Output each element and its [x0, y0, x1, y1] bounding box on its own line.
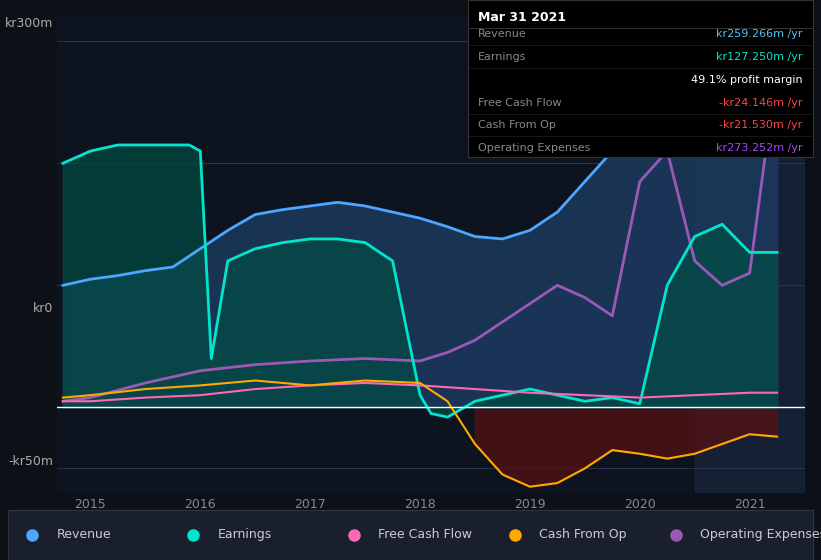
Text: Cash From Op: Cash From Op	[479, 120, 556, 130]
Text: Earnings: Earnings	[479, 52, 527, 62]
Bar	[695, 17, 805, 493]
Text: kr273.252m /yr: kr273.252m /yr	[716, 143, 802, 153]
Text: Mar 31 2021: Mar 31 2021	[479, 11, 566, 24]
Text: Free Cash Flow: Free Cash Flow	[378, 528, 472, 542]
Text: kr127.250m /yr: kr127.250m /yr	[716, 52, 802, 62]
Text: Revenue: Revenue	[479, 30, 527, 40]
Text: -kr21.530m /yr: -kr21.530m /yr	[719, 120, 802, 130]
Text: -kr24.146m /yr: -kr24.146m /yr	[719, 97, 802, 108]
Text: 49.1% profit margin: 49.1% profit margin	[690, 75, 802, 85]
Text: Operating Expenses: Operating Expenses	[700, 528, 821, 542]
Text: -kr50m: -kr50m	[9, 455, 53, 468]
Text: kr0: kr0	[34, 302, 53, 315]
Text: Free Cash Flow: Free Cash Flow	[479, 97, 562, 108]
Text: Cash From Op: Cash From Op	[539, 528, 626, 542]
Text: kr300m: kr300m	[6, 17, 53, 30]
Text: Earnings: Earnings	[218, 528, 272, 542]
Text: Operating Expenses: Operating Expenses	[479, 143, 590, 153]
Text: Revenue: Revenue	[57, 528, 111, 542]
Text: kr259.266m /yr: kr259.266m /yr	[716, 30, 802, 40]
